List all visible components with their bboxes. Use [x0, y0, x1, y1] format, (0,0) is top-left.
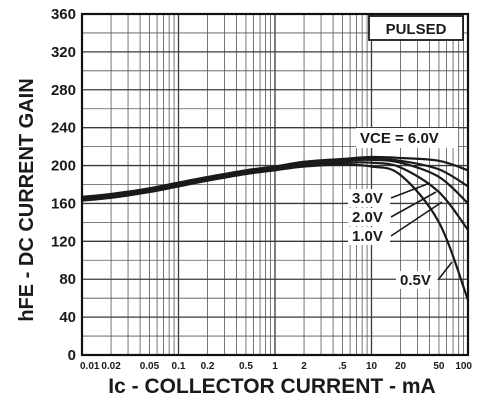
y-tick-label: 160: [51, 195, 76, 212]
pulsed-label: PULSED: [386, 21, 447, 38]
series-label-4: 0.5V: [400, 272, 431, 289]
y-tick-label: 200: [51, 158, 76, 175]
y-tick-label: 240: [51, 120, 76, 137]
y-tick-label: 0: [68, 347, 76, 364]
grid: [81, 13, 468, 356]
pulsed-box: [368, 15, 464, 41]
x-tick-label: 0.01: [80, 361, 100, 372]
x-tick-label: 2: [301, 361, 307, 372]
x-tick-label: 0.2: [201, 361, 215, 372]
series-leader-line: [390, 201, 443, 237]
series-label-bg: [348, 208, 390, 226]
series-leader-line: [390, 182, 431, 199]
series-label-bg: [396, 271, 438, 289]
y-tick-label: 320: [51, 44, 76, 61]
x-tick-label: 0.1: [172, 361, 186, 372]
series-label-3: 1.0V: [352, 228, 383, 245]
series-label-1: 3.0V: [352, 190, 383, 207]
x-tick-label: 0.02: [101, 361, 121, 372]
x-tick-label: 1: [272, 361, 278, 372]
y-tick-label: 40: [59, 309, 76, 326]
y-axis-label: hFE - DC CURRENT GAIN: [16, 78, 38, 321]
y-tick-label: 360: [51, 6, 76, 23]
x-tick-label: .5: [338, 361, 347, 372]
curves: [80, 155, 470, 302]
series-leader-line: [390, 191, 437, 218]
plot-frame: [80, 12, 470, 357]
series-label-2: 2.0V: [352, 209, 383, 226]
series-label-0: VCE = 6.0V: [360, 130, 439, 147]
y-tick-label: 280: [51, 82, 76, 99]
x-tick-label: 100: [455, 361, 472, 372]
series-label-bg: [348, 227, 390, 245]
series-label-bg: [348, 189, 390, 207]
x-axis-label: Ic - COLLECTOR CURRENT - mA: [108, 375, 435, 398]
annotations: PULSED VCE = 6.0V 3.0V 2.0V 1.0V 0.5V: [348, 15, 464, 289]
series-label-bg: [356, 128, 458, 148]
y-tick-label: 120: [51, 233, 76, 250]
x-tick-label: 0.05: [140, 361, 160, 372]
x-tick-label: 50: [433, 361, 445, 372]
y-tick-labels: 0 40 80 120 160 200 240 280 320 360: [51, 6, 76, 364]
series-line-4: [80, 163, 470, 302]
x-tick-label: 0.5: [239, 361, 253, 372]
y-tick-label: 80: [59, 271, 76, 288]
x-tick-label: 20: [395, 361, 407, 372]
series-leader-line: [437, 261, 453, 281]
x-tick-labels: 0.01 0.02 0.05 0.1 0.2 0.5 1 2 .5 10 20 50 100: [80, 361, 472, 372]
x-tick-label: 10: [366, 361, 378, 372]
